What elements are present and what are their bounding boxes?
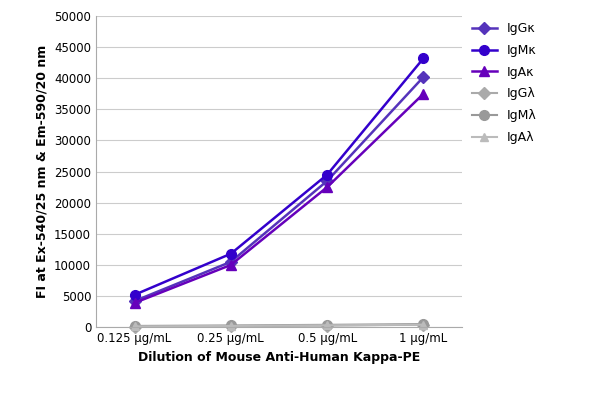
IgGλ — [420, 322, 427, 327]
Line: IgAκ: IgAκ — [130, 89, 428, 308]
Line: IgGκ: IgGκ — [130, 73, 428, 305]
Legend: IgGκ, IgMκ, IgAκ, IgGλ, IgMλ, IgAλ: IgGκ, IgMκ, IgAκ, IgGλ, IgMλ, IgAλ — [472, 22, 536, 144]
Y-axis label: FI at Ex-540/25 nm & Em-590/20 nm: FI at Ex-540/25 nm & Em-590/20 nm — [35, 45, 49, 298]
IgMκ — [131, 292, 138, 297]
IgGλ — [227, 324, 235, 329]
IgAλ — [227, 324, 235, 328]
IgGκ — [131, 298, 138, 303]
IgMκ — [420, 56, 427, 61]
Line: IgGλ: IgGλ — [130, 320, 428, 331]
IgMλ — [420, 322, 427, 326]
IgGκ — [420, 75, 427, 79]
IgAλ — [420, 322, 427, 327]
Line: IgMκ: IgMκ — [130, 53, 428, 300]
IgMλ — [227, 323, 235, 328]
IgAκ — [227, 263, 235, 267]
IgAκ — [131, 300, 138, 305]
IgAκ — [420, 91, 427, 96]
IgMλ — [131, 324, 138, 328]
IgMκ — [323, 172, 331, 177]
IgAλ — [131, 324, 138, 329]
Line: IgMλ: IgMλ — [130, 319, 428, 331]
IgAλ — [323, 323, 331, 328]
IgGλ — [323, 323, 331, 328]
IgAκ — [323, 185, 331, 190]
X-axis label: Dilution of Mouse Anti-Human Kappa-PE: Dilution of Mouse Anti-Human Kappa-PE — [138, 351, 420, 363]
IgMκ — [227, 251, 235, 256]
IgGκ — [227, 259, 235, 264]
IgGλ — [131, 324, 138, 329]
IgGκ — [323, 178, 331, 183]
IgMλ — [323, 322, 331, 327]
Line: IgAλ: IgAλ — [130, 320, 428, 331]
